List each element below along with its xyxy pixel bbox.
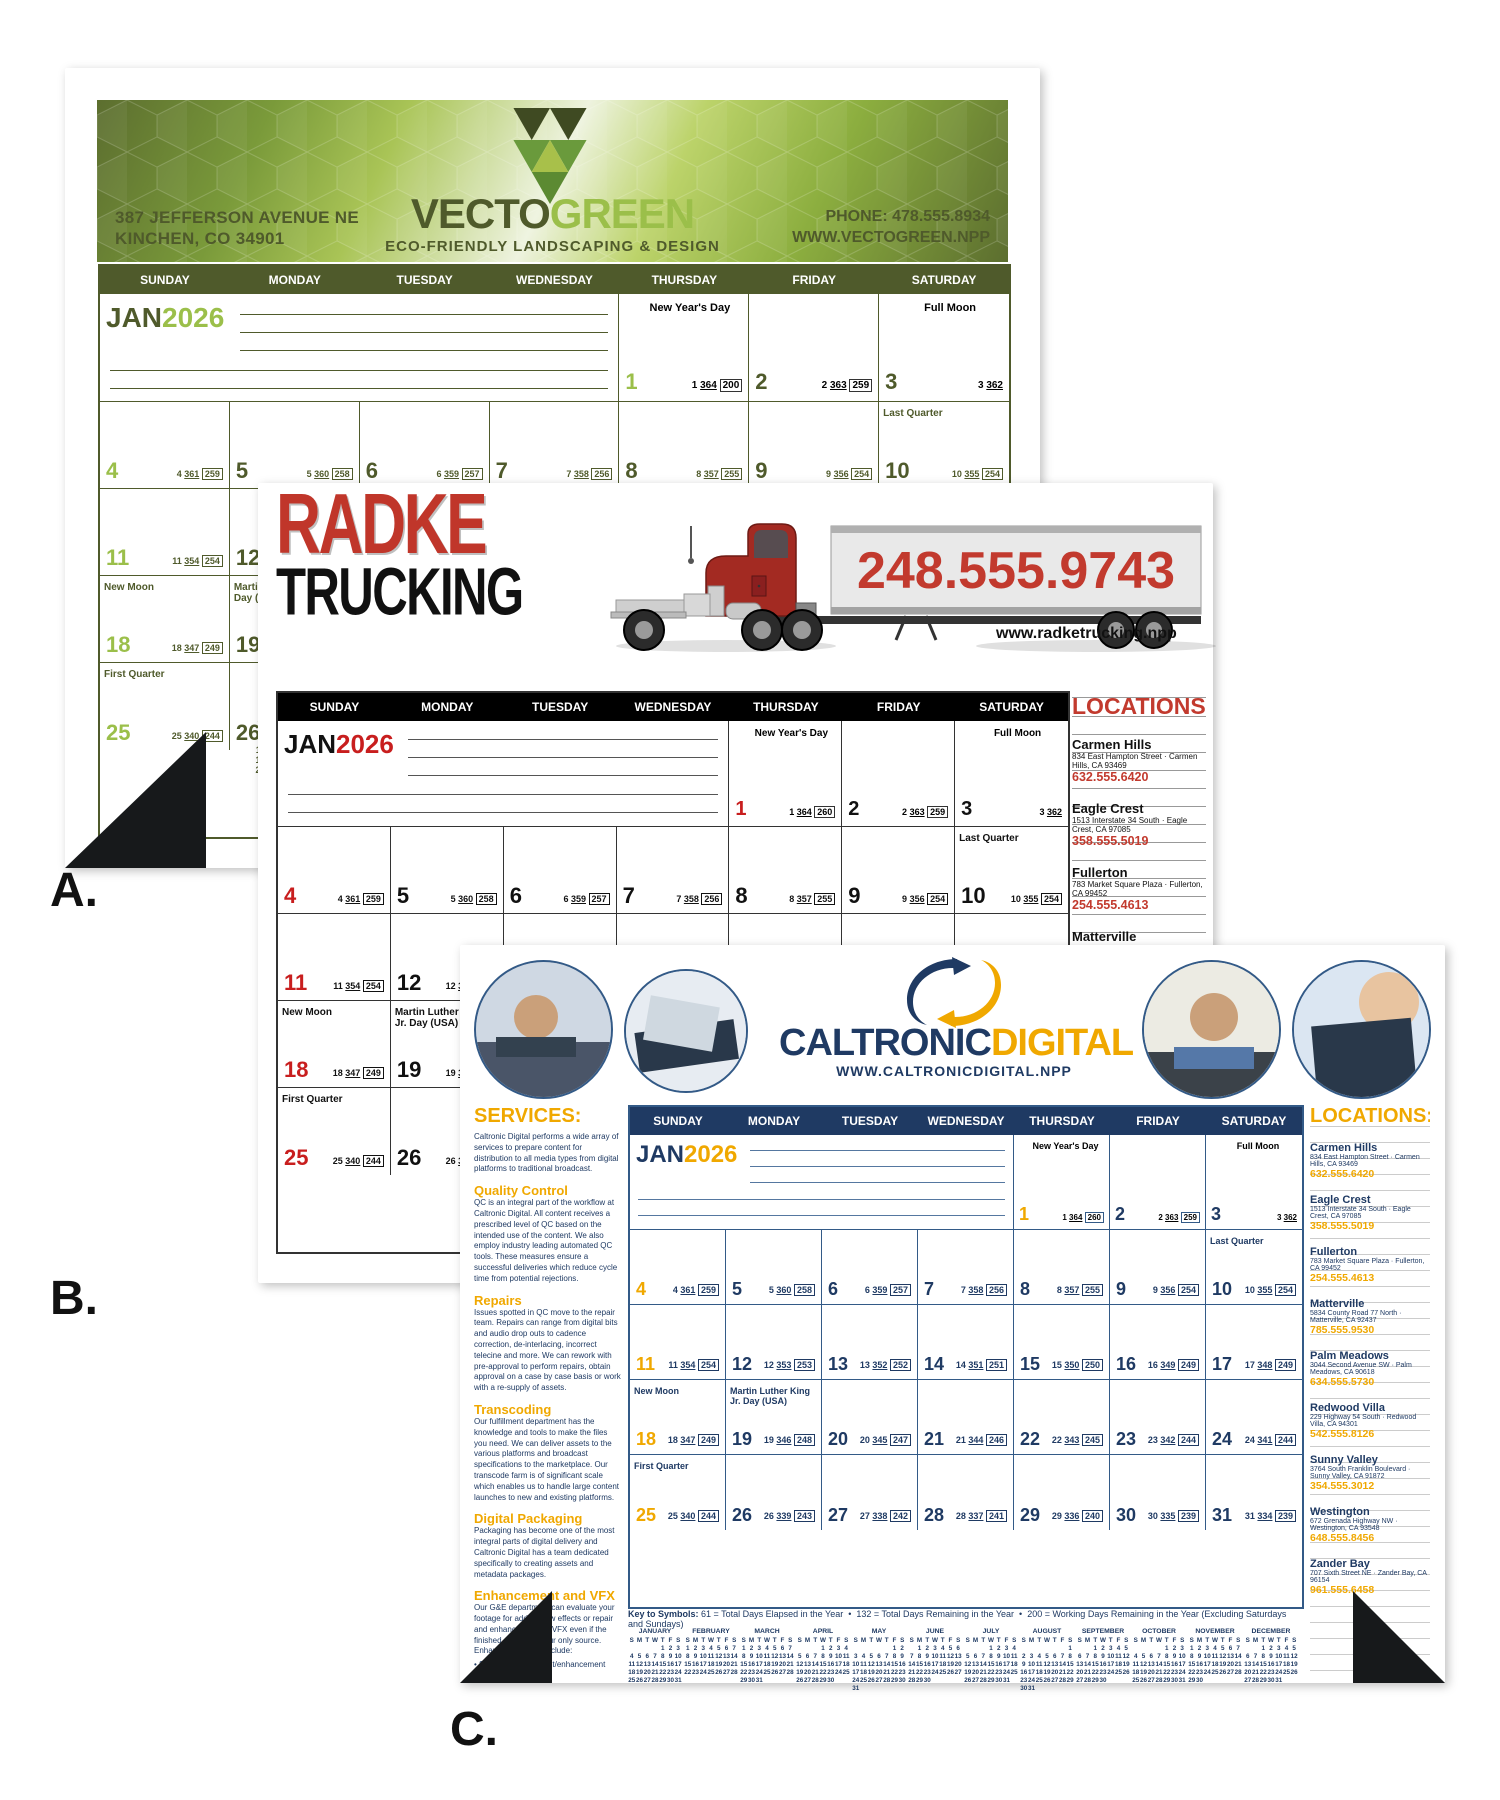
svg-text:248.555.9743: 248.555.9743 — [857, 542, 1175, 600]
